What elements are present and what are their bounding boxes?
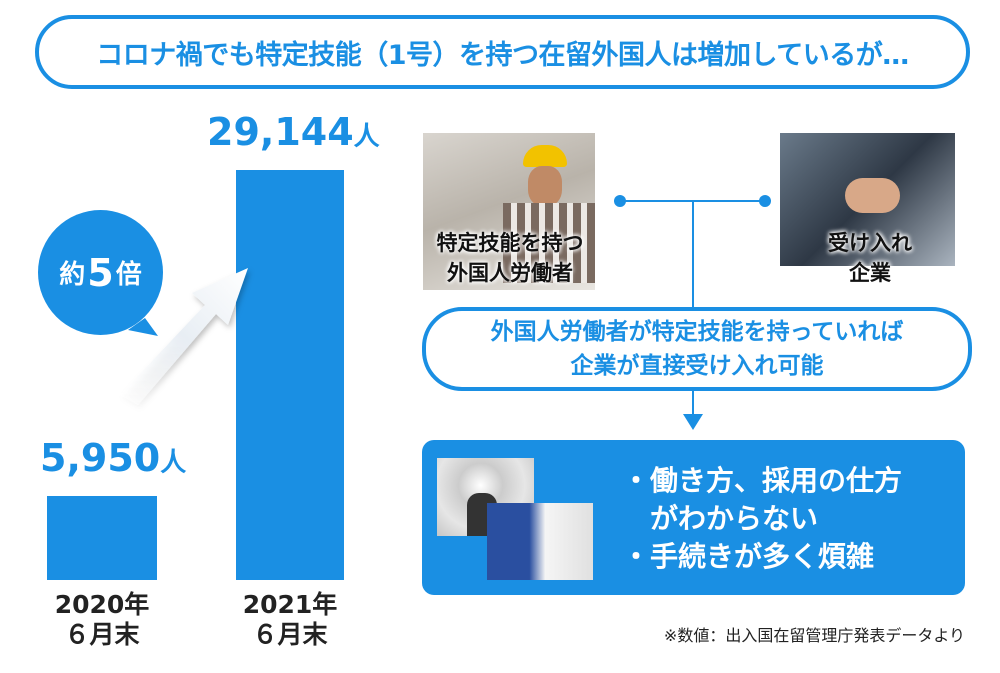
category-label-2021: 2021年 ６月末 <box>210 590 370 650</box>
paperwork-photo <box>487 503 593 580</box>
hardhat-icon <box>523 145 567 167</box>
worker-photo <box>423 133 595 290</box>
handshake-icon <box>845 178 900 213</box>
result-line: 企業が直接受け入れ可能 <box>570 353 824 379</box>
category-label-2020: 2020年 ６月末 <box>22 590 182 650</box>
label-line: 外国人労働者 <box>447 261 573 285</box>
worker-label: 特定技能を持つ 外国人労働者 <box>400 228 620 288</box>
value-unit: 人 <box>160 448 187 479</box>
label-line: 受け入れ <box>828 231 912 255</box>
value-label-2020: 5,950人 <box>40 436 186 480</box>
arrow-down-icon <box>683 414 703 430</box>
issues-list: ・働き方、採用の仕方 がわからない ・手続きが多く煩雑 <box>622 462 902 576</box>
face-shape <box>528 166 562 206</box>
issue-item: がわからない <box>622 502 819 535</box>
value-number: 5,950 <box>40 436 161 481</box>
issue-item: ・働き方、採用の仕方 <box>622 464 903 497</box>
issue-item: ・手続きが多く煩雑 <box>622 540 875 573</box>
label-line: 企業 <box>849 261 891 285</box>
result-line: 外国人労働者が特定技能を持っていれば <box>490 319 904 345</box>
company-label: 受け入れ 企業 <box>770 228 970 288</box>
ratio-suffix: 倍 <box>115 260 142 290</box>
value-label-2021: 29,144人 <box>207 110 380 154</box>
category-line: ６月末 <box>252 620 328 649</box>
headline: コロナ禍でも特定技能（1号）を持つ在留外国人は増加しているが… <box>35 15 970 89</box>
label-line: 特定技能を持つ <box>436 231 584 255</box>
shirt-shape <box>503 203 595 283</box>
result-pill: 外国人労働者が特定技能を持っていれば 企業が直接受け入れ可能 <box>422 307 972 391</box>
ratio-number: 5 <box>87 250 114 295</box>
bar-2021 <box>236 170 344 580</box>
issues-box: ・働き方、採用の仕方 がわからない ・手続きが多く煩雑 <box>422 440 965 595</box>
source-footnote: ※数値：出入国在留管理庁発表データより <box>663 626 965 645</box>
value-number: 29,144 <box>207 110 354 154</box>
category-line: 2021年 <box>242 590 338 619</box>
category-line: ６月末 <box>64 620 140 649</box>
handshake-photo <box>780 133 955 266</box>
bar-2020 <box>47 496 157 580</box>
value-unit: 人 <box>353 122 380 152</box>
ratio-prefix: 約 <box>59 260 86 290</box>
category-line: 2020年 <box>54 590 150 619</box>
growth-arrow-icon <box>120 268 248 405</box>
